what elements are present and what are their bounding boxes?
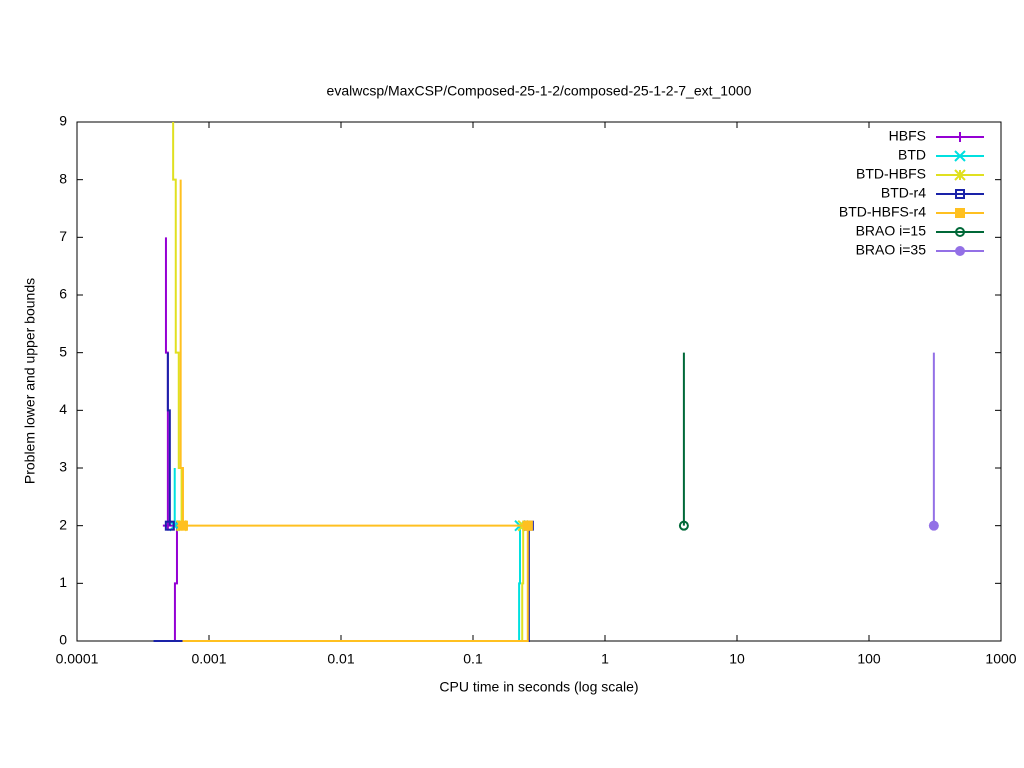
x-tick-label: 1 <box>601 651 609 667</box>
x-tick-label: 0.1 <box>463 651 483 667</box>
marker <box>164 520 175 531</box>
legend-marker <box>955 132 965 142</box>
y-axis-label: Problem lower and upper bounds <box>22 278 38 484</box>
y-tick-label: 6 <box>59 286 67 302</box>
legend-label: BTD-r4 <box>881 185 926 201</box>
marker <box>678 520 689 531</box>
x-tick-label: 100 <box>857 651 881 667</box>
chart-title: evalwcsp/MaxCSP/Composed-25-1-2/composed… <box>327 83 752 99</box>
y-tick-label: 9 <box>59 113 67 129</box>
legend-label: BTD-HBFS <box>856 166 926 182</box>
legend-marker <box>954 150 966 162</box>
y-tick-label: 1 <box>59 574 67 590</box>
legend-label: BTD-HBFS-r4 <box>839 204 926 220</box>
legend-marker <box>955 227 965 237</box>
legend-marker <box>955 246 965 256</box>
x-tick-label: 0.0001 <box>56 651 99 667</box>
x-tick-label: 0.01 <box>327 651 354 667</box>
y-tick-label: 5 <box>59 343 67 359</box>
y-tick-label: 8 <box>59 170 67 186</box>
legend-label: HBFS <box>889 128 926 144</box>
y-tick-label: 4 <box>59 401 67 417</box>
legend-marker <box>954 169 966 181</box>
marker <box>928 520 939 531</box>
plot-frame <box>76 121 1002 642</box>
series-line <box>173 468 521 641</box>
marker <box>177 520 188 531</box>
y-tick-label: 3 <box>59 459 67 475</box>
x-tick-label: 10 <box>729 651 745 667</box>
y-tick-label: 2 <box>59 516 67 532</box>
x-tick-label: 0.001 <box>191 651 226 667</box>
y-tick-label: 7 <box>59 228 67 244</box>
x-axis-label: CPU time in seconds (log scale) <box>439 679 638 695</box>
x-tick-label: 1000 <box>985 651 1016 667</box>
legend-marker <box>955 189 965 199</box>
legend-label: BTD <box>898 147 926 163</box>
marker <box>522 520 533 531</box>
legend-label: BRAO i=15 <box>856 223 927 239</box>
legend-marker <box>955 208 965 218</box>
y-tick-label: 0 <box>59 632 67 648</box>
series-line <box>179 179 529 642</box>
legend-label: BRAO i=35 <box>856 242 927 258</box>
